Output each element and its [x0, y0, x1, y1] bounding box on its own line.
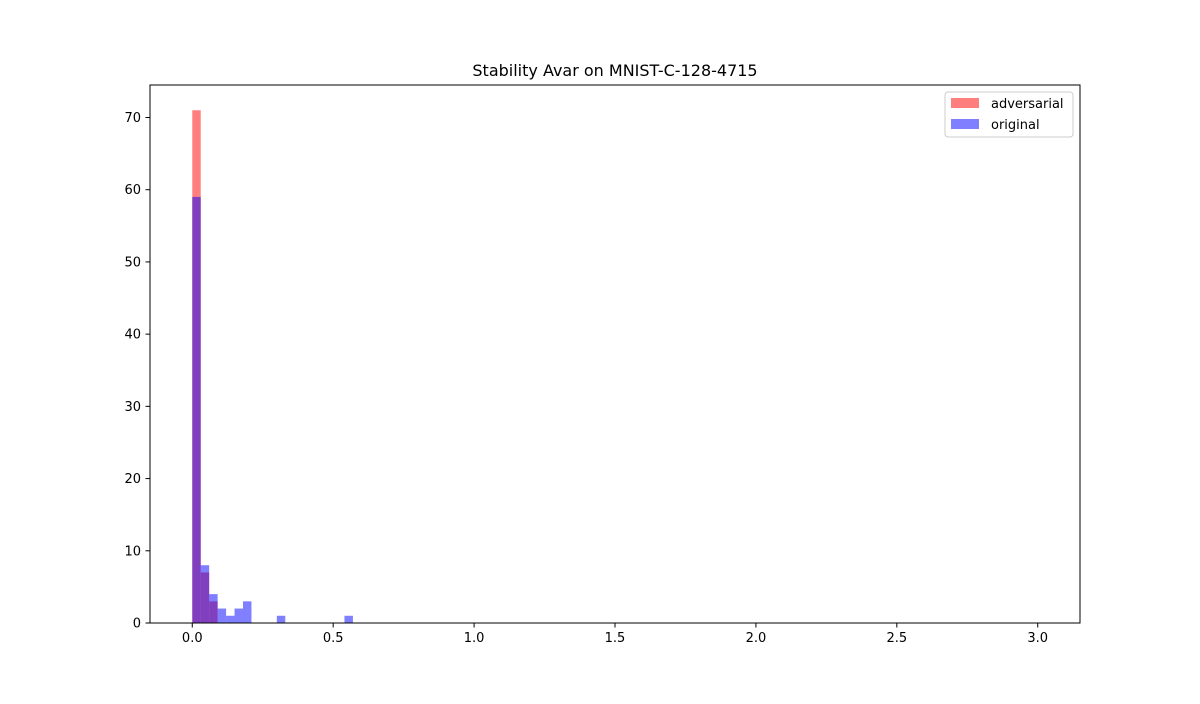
legend-label-original: original	[991, 118, 1040, 133]
x-tick-label: 0.0	[182, 631, 203, 646]
x-tick-label: 1.0	[464, 631, 485, 646]
y-tick-label: 0	[133, 617, 141, 632]
histogram-bar-original-3	[217, 608, 227, 623]
histogram-bar-original-5	[234, 608, 243, 623]
legend-label-adversarial: adversarial	[991, 97, 1064, 112]
bars-group	[192, 110, 353, 624]
plot-frame	[149, 84, 1081, 624]
histogram-bar-original-0	[192, 196, 201, 623]
x-tick-label: 3.0	[1027, 631, 1048, 646]
legend-swatch-adversarial	[951, 98, 979, 108]
histogram-bar-original-8	[344, 615, 353, 623]
histogram-bar-original-6	[243, 601, 252, 623]
y-tick-label: 60	[124, 183, 141, 198]
y-tick-label: 20	[124, 472, 141, 487]
histogram-bar-original-1	[200, 565, 210, 623]
histogram-bar-original-4	[226, 615, 235, 623]
y-tick-label: 30	[124, 400, 141, 415]
x-tick-label: 1.5	[605, 631, 626, 646]
x-axis: 0.0 0.5 1.0 1.5 2.0 2.5 3.0	[182, 623, 1048, 646]
y-tick-label: 70	[124, 111, 141, 126]
y-tick-label: 40	[124, 328, 141, 343]
legend: adversarial original	[944, 91, 1074, 138]
chart-title: Stability Avar on MNIST-C-128-4715	[472, 61, 757, 80]
y-tick-label: 50	[124, 255, 141, 270]
x-tick-label: 2.5	[886, 631, 907, 646]
x-tick-label: 0.5	[323, 631, 344, 646]
x-tick-label: 2.0	[746, 631, 767, 646]
histogram-bar-original-7	[276, 615, 286, 623]
y-tick-label: 10	[124, 544, 141, 559]
legend-swatch-original	[951, 119, 979, 129]
y-axis: 0 10 20 30 40 50 60 70	[124, 111, 150, 632]
histogram-bar-original-2	[209, 594, 218, 623]
